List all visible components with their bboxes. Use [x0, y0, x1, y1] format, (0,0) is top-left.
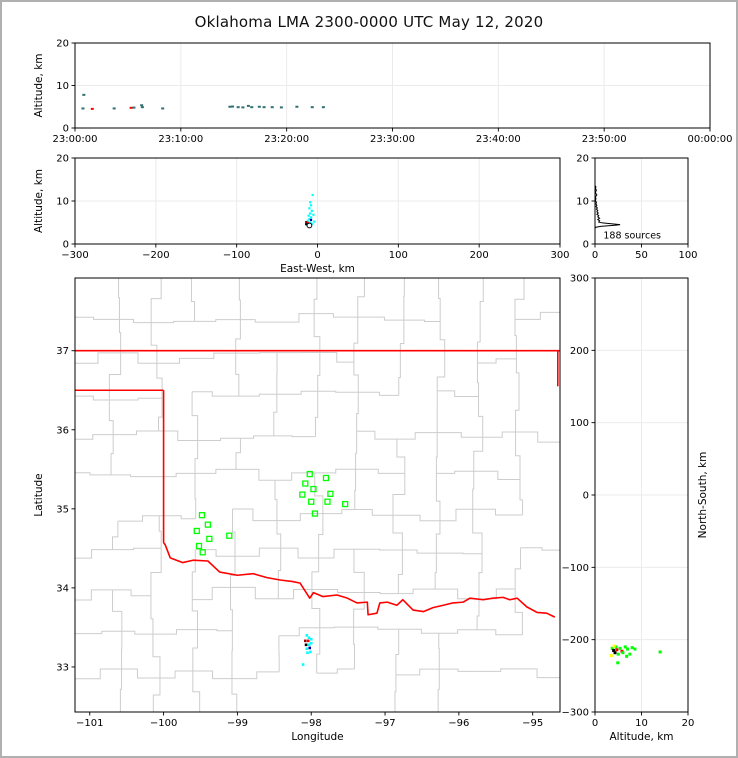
- panel-time_height: 23:00:00 23:10:00 23:20:00 23:30:00 23:40:00…: [33, 39, 732, 146]
- gridlines: [75, 43, 710, 128]
- svg-text:23:30:00: 23:30:00: [370, 134, 415, 145]
- svg-text:36: 36: [56, 425, 69, 436]
- svg-text:0: 0: [314, 250, 320, 261]
- svg-text:300: 300: [550, 250, 569, 261]
- svg-text:34: 34: [56, 583, 69, 594]
- svg-text:100: 100: [678, 250, 697, 261]
- gridlines: [75, 158, 560, 244]
- svg-text:0: 0: [592, 250, 598, 261]
- sources-count-label: 188 sources: [603, 230, 661, 241]
- chart-title: Oklahoma LMA 2300-0000 UTC May 12, 2020: [194, 13, 544, 31]
- panel-ew_height: −300 −200 −100 0 100 200 300 0 10 20 East-West, km…: [33, 154, 570, 276]
- svg-text:−99: −99: [227, 718, 248, 729]
- svg-text:−300: −300: [61, 250, 88, 261]
- svg-text:100: 100: [389, 250, 408, 261]
- alt_histogram-content: 188 sources: [595, 158, 661, 244]
- lma-stations: [193, 470, 349, 556]
- svg-text:200: 200: [470, 250, 489, 261]
- svg-text:33: 33: [56, 662, 69, 673]
- svg-text:0: 0: [592, 718, 598, 729]
- svg-text:00:00:00: 00:00:00: [688, 134, 733, 145]
- tick-labels: 0 10 20 −300 −200 −100 0 100 200 300: [562, 274, 695, 730]
- svg-text:23:00:00: 23:00:00: [53, 134, 98, 145]
- time_height-content: [81, 93, 325, 110]
- svg-text:−96: −96: [448, 718, 469, 729]
- tick-labels: 23:00:00 23:10:00 23:20:00 23:30:00 23:40:00…: [53, 39, 733, 146]
- svg-text:0: 0: [63, 240, 69, 251]
- svg-text:−98: −98: [301, 718, 322, 729]
- svg-text:100: 100: [570, 418, 589, 429]
- svg-text:10: 10: [56, 197, 69, 208]
- svg-text:23:50:00: 23:50:00: [582, 134, 627, 145]
- svg-text:35: 35: [56, 504, 69, 515]
- tick-labels: −300 −200 −100 0 100 200 300 0 10 20: [56, 154, 569, 262]
- open-circle-marker: [306, 222, 313, 229]
- svg-text:300: 300: [570, 274, 589, 285]
- gridlines: [595, 158, 688, 244]
- svg-text:20: 20: [56, 39, 69, 50]
- ns_height-points: [609, 644, 662, 665]
- ew_height-content: [305, 193, 316, 229]
- svg-text:−300: −300: [562, 708, 589, 719]
- map-points: [301, 634, 313, 666]
- svg-text:−100: −100: [223, 250, 250, 261]
- svg-text:−200: −200: [142, 250, 169, 261]
- map-content: [75, 278, 560, 712]
- panel-ns_height: 0 10 20 −300 −200 −100 0 100 200 300 Altitude, km N…: [562, 274, 709, 744]
- svg-text:−97: −97: [374, 718, 395, 729]
- svg-text:−100: −100: [150, 718, 177, 729]
- ns_height-ylabel: North-South, km: [697, 452, 709, 539]
- svg-text:−200: −200: [562, 635, 589, 646]
- map-xlabel: Longitude: [291, 731, 343, 743]
- svg-text:10: 10: [56, 81, 69, 92]
- time_height-ylabel: Altitude, km: [33, 53, 45, 117]
- svg-text:−95: −95: [522, 718, 543, 729]
- altitude-histogram-line: [595, 158, 621, 244]
- panel-map: −101 −100 −99 −98 −97 −96 −95 33 34 35 36 37 Longitu…: [33, 277, 561, 743]
- tick-labels: 0 50 100 0 10 20: [576, 154, 697, 262]
- svg-text:50: 50: [635, 250, 648, 261]
- ew_height-ylabel: Altitude, km: [33, 169, 45, 233]
- panel-alt_histogram: 188 sources 0 50 100 0 10 20: [576, 154, 697, 262]
- svg-text:200: 200: [570, 346, 589, 357]
- tick-labels: −101 −100 −99 −98 −97 −96 −95 33 34 35 36 37: [56, 346, 543, 729]
- ew_height-xlabel: East-West, km: [280, 263, 355, 275]
- svg-text:0: 0: [583, 240, 589, 251]
- red-river-border: [162, 542, 556, 618]
- ns_height-xlabel: Altitude, km: [609, 731, 673, 743]
- ew_height-points: [305, 193, 316, 228]
- axes-frame: [74, 277, 561, 713]
- svg-text:−101: −101: [76, 718, 103, 729]
- svg-text:20: 20: [682, 718, 695, 729]
- svg-text:0: 0: [583, 491, 589, 502]
- ns_height-content: [609, 644, 662, 665]
- gridlines: [595, 278, 688, 712]
- svg-text:23:10:00: 23:10:00: [158, 134, 203, 145]
- svg-text:20: 20: [576, 154, 589, 165]
- map-ylabel: Latitude: [33, 473, 45, 516]
- svg-text:23:40:00: 23:40:00: [476, 134, 521, 145]
- svg-text:23:20:00: 23:20:00: [264, 134, 309, 145]
- svg-text:0: 0: [63, 124, 69, 135]
- svg-text:37: 37: [56, 346, 69, 357]
- svg-text:−100: −100: [562, 563, 589, 574]
- svg-text:20: 20: [56, 154, 69, 165]
- svg-text:10: 10: [576, 197, 589, 208]
- time_height-points: [81, 93, 325, 110]
- svg-text:10: 10: [635, 718, 648, 729]
